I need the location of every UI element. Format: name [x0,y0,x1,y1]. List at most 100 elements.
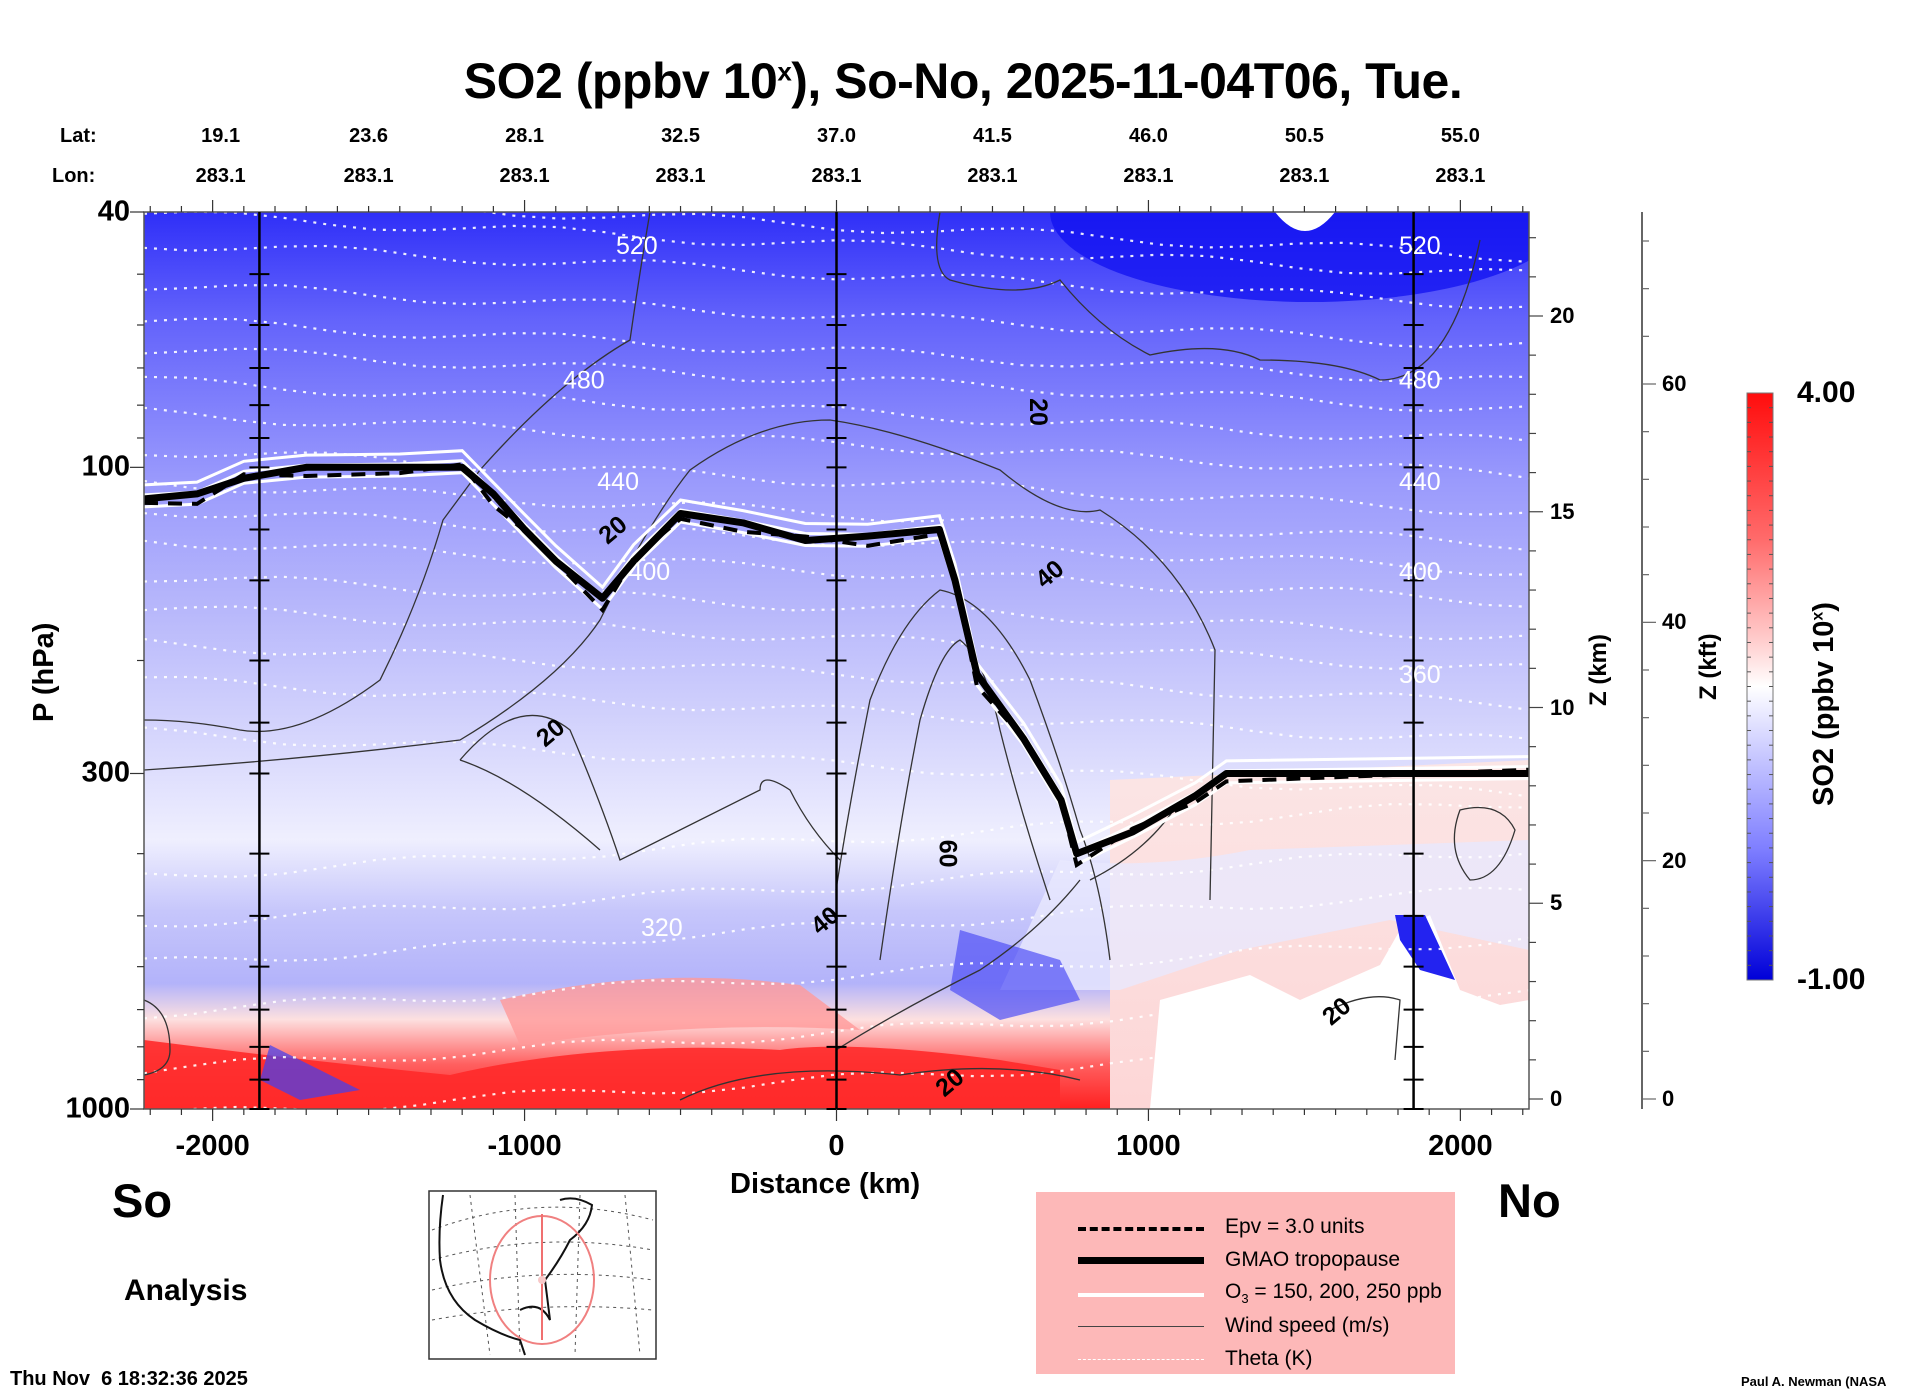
thin-line-swatch [1078,1325,1204,1327]
latitude-value: 46.0 [1128,125,1168,147]
legend: Epv = 3.0 units GMAO tropopause O3 = 150… [1036,1192,1455,1374]
theta-contour [144,539,1529,608]
theta-label: 480 [563,367,605,395]
theta-contour [144,511,1529,577]
theta-contour [144,675,1529,741]
north-label: No [1498,1174,1561,1227]
theta-contour [144,726,1529,798]
z-km-tick-label: 15 [1550,498,1575,524]
chart-title: SO2 (ppbv 10x), So-No, 2025-11-04T06, Tu… [463,53,1463,109]
author-credit: Paul A. Newman (NASA [1741,1374,1887,1389]
z-kft-tick-label: 60 [1662,371,1687,396]
theta-contour [144,317,1529,383]
so2-missing-patch [1275,212,1335,231]
longitude-value: 283.1 [811,165,862,187]
z-kft-axis-label: Z (kft) [1695,633,1722,700]
wind-speed-contours [144,212,1516,1101]
theta-contour [144,989,1529,1075]
theta-contour [144,406,1529,480]
longitude-value: 283.1 [499,165,550,187]
coastline [438,1194,594,1356]
legend-label: Theta (K) [1225,1346,1313,1370]
theta-contour [144,375,1529,442]
location-map [428,1190,657,1360]
theta-contour [144,886,1529,962]
theta-label: 320 [641,914,683,942]
theta-contour [144,803,1529,878]
lon-row-label: Lon: [52,165,96,187]
theta-contour [144,637,1529,711]
south-label: So [112,1174,173,1227]
colorbar-min-label: -1.00 [1797,963,1866,996]
tropopause-line [144,463,1529,858]
z-km-axis-label: Z (km) [1585,634,1612,706]
latitude-value: 37.0 [817,125,856,147]
so2-high-region [144,1040,1060,1109]
theta-label: 480 [1399,367,1441,395]
x-tick-label: 1000 [1116,1130,1181,1162]
z-kft-tick-label: 40 [1662,609,1687,635]
longitude-value: 283.1 [343,165,394,187]
theta-contour [144,212,1529,275]
thick-line-swatch [1078,1256,1204,1264]
so2-field-patch [1000,840,1529,990]
theta-label: 400 [1399,558,1441,586]
so2-low-region [1395,915,1455,980]
so2-high-region [500,977,860,1045]
latitude-value: 41.5 [972,125,1012,147]
legend-item-ozone: O3 = 150, 200, 250 ppb [1036,1276,1506,1309]
latitude-value: 19.1 [201,125,241,147]
dashed-line-swatch [1078,1226,1204,1231]
x-tick-label: 0 [828,1130,845,1162]
theta-contour [144,852,1529,928]
theta-label: 440 [1399,468,1441,496]
y-axis-label: P (hPa) [28,622,60,722]
theta-contour [144,451,1529,516]
y-tick-label: 40 [97,195,130,228]
theta-contour [144,575,1529,641]
theta-contour [144,244,1529,310]
theta-label: 400 [628,558,670,586]
legend-label: O3 = 150, 200, 250 ppb [1225,1279,1442,1306]
so2-low-region [950,930,1080,1020]
so2-low-region [260,1045,360,1100]
z-km-tick-label: 0 [1550,1086,1563,1111]
z-km-tick-label: 10 [1550,694,1575,720]
lat-row-label: Lat: [60,125,97,147]
legend-item-theta: Theta (K) [1036,1342,1506,1375]
wind-speed-label: 60 [933,840,961,868]
wind-speed-label: 20 [1024,398,1052,426]
legend-item-epv: Epv = 3.0 units [1036,1210,1506,1243]
analysis-label: Analysis [124,1274,248,1307]
timestamp: Thu Nov 6 18:32:36 2025 [10,1368,248,1390]
theta-label: 520 [616,232,658,260]
epv-contour-line [144,462,1529,869]
legend-item-tropopause: GMAO tropopause [1036,1243,1506,1276]
legend-label: Wind speed (m/s) [1225,1313,1390,1337]
longitude-value: 283.1 [1279,165,1330,187]
tropopause-line [144,463,1529,858]
legend-item-wind: Wind speed (m/s) [1036,1309,1506,1342]
latitude-value: 23.6 [349,125,389,147]
longitude-value: 283.1 [967,165,1018,187]
theta-contour [144,605,1529,670]
theta-contour [144,284,1529,349]
epv-contour [144,462,1529,869]
x-tick-label: -1000 [487,1130,562,1162]
theta-contour [144,347,1529,413]
theta-label: 360 [1399,661,1441,689]
legend-label: GMAO tropopause [1225,1247,1401,1271]
so2-low-region [1050,212,1529,302]
x-axis-label: Distance (km) [730,1168,921,1200]
latitude-value: 32.5 [661,125,700,147]
theta-label: 520 [1399,232,1441,260]
longitude-value: 283.1 [655,165,706,187]
longitude-value: 283.1 [195,165,246,187]
latitude-value: 28.1 [505,125,545,147]
z-km-tick-label: 5 [1550,890,1563,916]
legend-label: Epv = 3.0 units [1225,1214,1365,1238]
center-marker [538,1276,546,1284]
colorbar-max-label: 4.00 [1797,376,1856,409]
z-kft-tick-label: 0 [1662,1086,1675,1111]
